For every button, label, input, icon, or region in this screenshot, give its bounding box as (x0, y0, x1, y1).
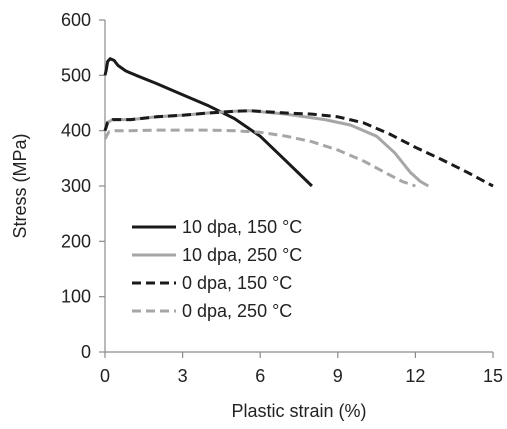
legend-label-3: 0 dpa, 150 °C (182, 273, 292, 293)
x-tick-label: 9 (333, 366, 343, 386)
x-tick-label: 6 (255, 366, 265, 386)
y-tick-label: 0 (81, 342, 91, 362)
y-tick-label: 600 (61, 10, 91, 30)
x-tick-label: 0 (100, 366, 110, 386)
y-tick-label: 200 (61, 231, 91, 251)
series-line-2 (103, 109, 430, 188)
y-tick-label: 500 (61, 65, 91, 85)
x-axis-title: Plastic strain (%) (231, 401, 366, 421)
y-tick-label: 300 (61, 176, 91, 196)
x-tick-label: 3 (178, 366, 188, 386)
series-line-4 (103, 128, 416, 188)
series-line-1 (103, 57, 313, 188)
legend-label-4: 0 dpa, 250 °C (182, 301, 292, 321)
legend: 10 dpa, 150 °C 10 dpa, 250 °C 0 dpa, 150 °… (132, 217, 302, 321)
x-tick-label: 15 (483, 366, 503, 386)
legend-label-1: 10 dpa, 150 °C (182, 217, 302, 237)
legend-label-2: 10 dpa, 250 °C (182, 245, 302, 265)
y-axis-title: Stress (MPa) (10, 133, 30, 238)
y-tick-label: 100 (61, 287, 91, 307)
x-tick-label: 12 (405, 366, 425, 386)
series-line-3 (103, 109, 494, 188)
y-tick-label: 400 (61, 121, 91, 141)
